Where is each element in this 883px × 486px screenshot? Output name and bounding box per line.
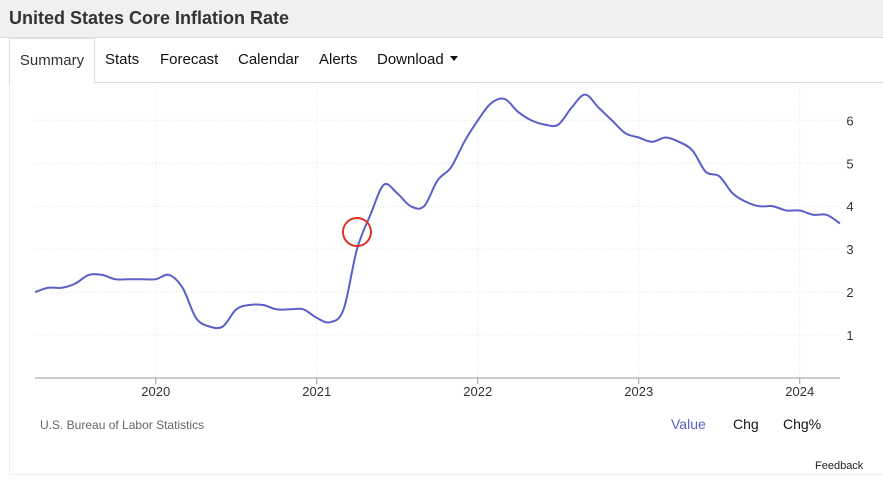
highlight-circle: [342, 217, 372, 247]
tab-stats[interactable]: Stats: [105, 51, 140, 68]
x-tick-label: 2022: [463, 384, 492, 399]
x-tick-label: 2020: [141, 384, 170, 399]
x-axis-ticks: 2020 2021 2022 2023 2024: [141, 378, 814, 399]
y-tick-label: 2: [846, 285, 853, 300]
tab-calendar[interactable]: Calendar: [238, 51, 299, 68]
tab-alerts[interactable]: Alerts: [319, 51, 358, 68]
toggle-chg-percent[interactable]: Chg%: [783, 416, 822, 432]
y-axis-ticks: 1 2 3 4 5 6: [846, 113, 853, 343]
x-tick-label: 2024: [785, 384, 814, 399]
feedback-link[interactable]: Feedback: [815, 460, 864, 472]
x-tick-label: 2023: [624, 384, 653, 399]
caret-down-icon: [449, 56, 458, 62]
chart-panel: [9, 83, 883, 475]
title-bar: United States Core Inflation Rate: [0, 0, 883, 38]
toggle-value[interactable]: Value: [671, 416, 706, 432]
y-tick-label: 4: [846, 199, 853, 214]
y-tick-label: 1: [846, 328, 853, 343]
tab-forecast[interactable]: Forecast: [160, 51, 219, 68]
tab-download[interactable]: Download: [377, 38, 458, 83]
chart-grid: [35, 86, 840, 378]
source-label: U.S. Bureau of Labor Statistics: [40, 418, 205, 432]
y-tick-label: 5: [846, 156, 853, 171]
tab-summary[interactable]: Summary: [9, 38, 95, 84]
x-tick-label: 2021: [302, 384, 331, 399]
y-tick-label: 6: [846, 113, 853, 128]
tab-download-label: Download: [377, 51, 444, 68]
series-line: [34, 93, 841, 330]
tab-bar: Summary Stats Forecast Calendar Alerts D…: [9, 38, 883, 84]
page-title: United States Core Inflation Rate: [9, 8, 290, 28]
toggle-chg[interactable]: Chg: [733, 416, 759, 432]
y-tick-label: 3: [846, 242, 853, 257]
